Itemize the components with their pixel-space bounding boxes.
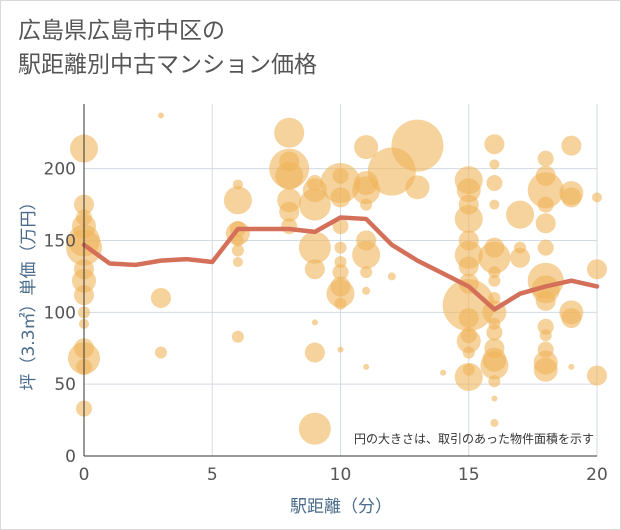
- bubble-layer: [66, 112, 607, 445]
- data-bubble: [587, 259, 607, 280]
- annotation-text: 円の大きさは、取引のあった物件面積を示す: [354, 431, 594, 446]
- data-bubble: [537, 239, 554, 256]
- data-bubble: [298, 412, 331, 445]
- data-bubble: [154, 346, 167, 359]
- data-bubble: [332, 264, 349, 281]
- x-tick-label: 5: [207, 465, 218, 485]
- data-bubble: [454, 204, 483, 233]
- data-bubble: [458, 256, 479, 277]
- data-bubble: [561, 187, 582, 208]
- data-bubble: [539, 329, 552, 342]
- data-bubble: [488, 274, 501, 287]
- data-bubble: [510, 247, 531, 268]
- data-bubble: [405, 175, 430, 200]
- data-bubble: [320, 163, 361, 204]
- average-price-line: [81, 215, 600, 312]
- data-bubble: [537, 196, 554, 213]
- data-bubble: [484, 134, 505, 155]
- data-bubble: [489, 159, 500, 170]
- y-tick-label: 0: [65, 447, 76, 467]
- data-bubble: [274, 117, 305, 148]
- chart-title-line-2: 駅距離別中古マンション価格: [18, 52, 317, 78]
- data-bubble: [298, 231, 331, 264]
- y-axis-title: 坪（3.3㎡）単価（万円）: [19, 193, 39, 390]
- data-bubble: [491, 395, 498, 402]
- data-bubble: [360, 266, 373, 279]
- data-bubble: [334, 297, 347, 310]
- data-bubble: [387, 272, 396, 281]
- data-bubble: [535, 290, 556, 311]
- y-tick-label: 50: [54, 375, 76, 395]
- x-tick-label: 15: [458, 465, 480, 485]
- data-bubble: [537, 318, 554, 335]
- x-tick-label: 10: [330, 465, 352, 485]
- data-bubble: [223, 186, 252, 215]
- data-bubble: [561, 308, 582, 329]
- data-bubble: [533, 357, 558, 382]
- data-bubble: [304, 342, 325, 363]
- data-bubble: [311, 319, 318, 326]
- data-bubble: [275, 161, 304, 190]
- data-bubble: [231, 330, 244, 343]
- data-bubble: [304, 259, 325, 280]
- data-bubble: [362, 286, 371, 295]
- y-tick-label: 150: [44, 231, 76, 251]
- data-bubble: [478, 241, 511, 274]
- data-bubble: [488, 266, 501, 279]
- data-bubble: [480, 351, 509, 380]
- data-bubble: [489, 199, 500, 210]
- data-bubble: [157, 112, 164, 119]
- data-bubble: [326, 279, 355, 308]
- data-bubble: [454, 362, 483, 391]
- data-bubble: [363, 363, 370, 370]
- data-bubble: [360, 198, 373, 211]
- data-bubble: [440, 369, 447, 376]
- data-bubble: [150, 287, 171, 308]
- x-tick-label: 0: [79, 465, 90, 485]
- data-bubble: [486, 324, 503, 341]
- data-bubble: [488, 375, 501, 388]
- data-bubble: [330, 187, 351, 208]
- data-bubble: [462, 346, 475, 359]
- data-bubble: [456, 178, 481, 203]
- data-bubble: [231, 244, 244, 257]
- data-bubble: [232, 257, 243, 268]
- y-tick-label: 100: [44, 303, 76, 323]
- data-bubble: [298, 188, 331, 221]
- data-bubble: [561, 135, 582, 156]
- y-tick-label: 200: [44, 160, 76, 180]
- data-bubble: [535, 213, 556, 234]
- data-bubble: [587, 365, 607, 386]
- x-axis-title: 駅距離（分）: [290, 497, 392, 517]
- data-bubble: [391, 119, 444, 172]
- data-bubble: [456, 329, 481, 354]
- data-bubble: [442, 279, 495, 332]
- data-bubble: [458, 308, 479, 329]
- data-bubble: [352, 240, 381, 269]
- data-bubble: [486, 175, 503, 192]
- data-bubble: [527, 172, 564, 209]
- data-bubble: [354, 135, 379, 160]
- data-bubble: [506, 200, 535, 229]
- data-bubble: [592, 192, 602, 203]
- data-bubble: [231, 234, 244, 247]
- chart-title: 広島県広島市中区の 駅距離別中古マンション価格: [18, 14, 317, 82]
- data-bubble: [334, 241, 347, 254]
- data-bubble: [537, 150, 554, 167]
- line-layer: [81, 215, 600, 312]
- chart-title-line-1: 広島県広島市中区の: [18, 18, 225, 44]
- data-bubble: [337, 346, 344, 353]
- data-bubble: [279, 201, 300, 222]
- data-bubble: [568, 363, 575, 370]
- x-tick-label: 20: [586, 465, 608, 485]
- data-bubble: [490, 418, 499, 427]
